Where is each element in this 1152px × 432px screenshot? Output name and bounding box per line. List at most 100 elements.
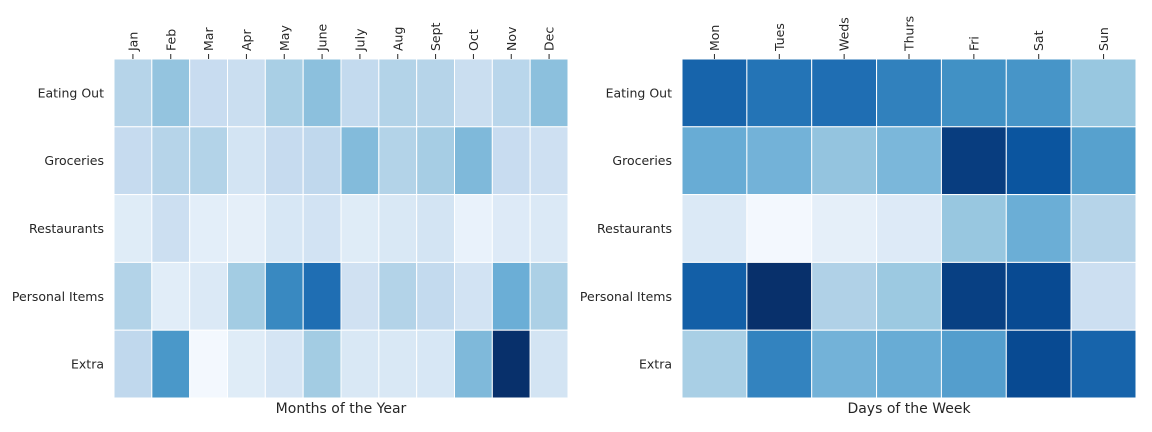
- heatmap-cell: [1005, 126, 1072, 196]
- heatmap-cell: [811, 194, 878, 263]
- heatmap-cell: [529, 126, 569, 196]
- heatmap-cell: [302, 126, 342, 196]
- heatmap-cell: [416, 58, 456, 128]
- x-tick-label: Oct: [466, 29, 481, 51]
- heatmap-cell: [227, 194, 266, 263]
- heatmap-cell: [454, 261, 493, 331]
- heatmap-cell: [302, 329, 342, 399]
- heatmap-cell: [811, 261, 878, 331]
- heatmap-cell: [340, 329, 380, 399]
- heatmap-cell: [378, 329, 418, 399]
- heatmap-cell: [378, 58, 418, 128]
- heatmap-cell: [189, 126, 228, 196]
- heatmap-cell: [491, 261, 531, 331]
- x-tick-label: Tues: [772, 23, 787, 52]
- y-tick-label: Restaurants: [597, 221, 672, 236]
- heatmap-cell: [151, 194, 191, 263]
- heatmap-cell: [940, 194, 1007, 263]
- heatmap-cell: [264, 194, 304, 263]
- x-tick-label: Thurs: [902, 16, 917, 52]
- x-tick-label: June: [315, 23, 330, 52]
- heatmap-cell: [529, 58, 569, 128]
- heatmap-cell: [529, 261, 569, 331]
- heatmap-cell: [378, 194, 418, 263]
- heatmap-cell: [681, 58, 748, 128]
- heatmap-cell: [1005, 58, 1072, 128]
- heatmap-cell: [681, 329, 748, 399]
- heatmap-cell: [681, 126, 748, 196]
- y-tick-label: Eating Out: [38, 85, 105, 100]
- heatmap-cell: [340, 194, 380, 263]
- heatmap-cell: [940, 58, 1007, 128]
- y-tick-label: Restaurants: [29, 221, 104, 236]
- heatmap-cell: [227, 329, 266, 399]
- heatmap-cell: [1005, 194, 1072, 263]
- heatmap-cell: [746, 261, 813, 331]
- heatmap-cell: [811, 329, 878, 399]
- heatmap-cell: [454, 194, 493, 263]
- x-tick-label: Jan: [125, 32, 140, 52]
- heatmap-cell: [227, 261, 266, 331]
- x-tick-label: Aug: [390, 27, 405, 51]
- heatmap-cell: [416, 261, 456, 331]
- heatmap-cell: [113, 329, 153, 399]
- heatmap-cell: [227, 126, 266, 196]
- heatmap-cell: [454, 58, 493, 128]
- x-tick-label: Nov: [504, 26, 519, 51]
- heatmap-cell: [113, 261, 153, 331]
- x-tick-label: Mar: [201, 27, 216, 51]
- heatmap-cell: [264, 126, 304, 196]
- heatmap-cell: [529, 329, 569, 399]
- heatmap-cell: [189, 261, 228, 331]
- y-tick-label: Eating Out: [606, 85, 673, 100]
- heatmap-cell: [940, 261, 1007, 331]
- x-tick-label: Dec: [542, 27, 557, 51]
- heatmap-cell: [302, 194, 342, 263]
- heatmap-cell: [529, 194, 569, 263]
- y-tick-label: Personal Items: [12, 289, 104, 304]
- heatmap-cell: [264, 58, 304, 128]
- x-axis-title: Months of the Year: [276, 401, 407, 417]
- heatmap-cell: [151, 126, 191, 196]
- heatmap-cell: [378, 126, 418, 196]
- heatmap-cell: [681, 194, 748, 263]
- heatmap-cell: [189, 194, 228, 263]
- heatmap-cell: [746, 58, 813, 128]
- heatmap-cell: [416, 329, 456, 399]
- heatmap-cell: [491, 126, 531, 196]
- heatmap-cell: [302, 58, 342, 128]
- heatmap-cell: [491, 194, 531, 263]
- heatmap-cell: [416, 126, 456, 196]
- x-axis-title: Days of the Week: [847, 401, 971, 417]
- heatmap-cell: [1070, 194, 1137, 263]
- months-heatmap: Jan Feb Mar Apr May June July Aug Sept Oct Nov Dec E…: [12, 22, 569, 417]
- heatmap-cell: [811, 126, 878, 196]
- heatmap-cell: [811, 58, 878, 128]
- heatmap-cell: [378, 261, 418, 331]
- y-tick-label: Extra: [71, 357, 104, 372]
- heatmap-cell: [264, 329, 304, 399]
- heatmap-cell: [1005, 261, 1072, 331]
- heatmap-cell: [1005, 329, 1072, 399]
- x-tick-label: May: [277, 25, 292, 51]
- heatmap-cell: [189, 329, 228, 399]
- y-tick-label: Personal Items: [580, 289, 672, 304]
- heatmap-cell: [340, 126, 380, 196]
- heatmap-cell: [189, 58, 228, 128]
- heatmap-cell: [302, 261, 342, 331]
- x-tick-label: Apr: [239, 29, 254, 51]
- heatmap-cell: [681, 261, 748, 331]
- heatmap-cell: [876, 126, 942, 196]
- heatmap-cell: [491, 58, 531, 128]
- heatmap-cell: [113, 58, 153, 128]
- heatmap-cell: [227, 58, 266, 128]
- heatmap-cell: [454, 329, 493, 399]
- y-tick-label: Groceries: [44, 153, 104, 168]
- x-tick-label: Fri: [966, 36, 981, 51]
- x-tick-label: Weds: [837, 17, 852, 51]
- y-tick-label: Groceries: [612, 153, 672, 168]
- heatmap-cell: [876, 261, 942, 331]
- y-tick-label: Extra: [639, 357, 672, 372]
- x-tick-label: July: [352, 28, 367, 52]
